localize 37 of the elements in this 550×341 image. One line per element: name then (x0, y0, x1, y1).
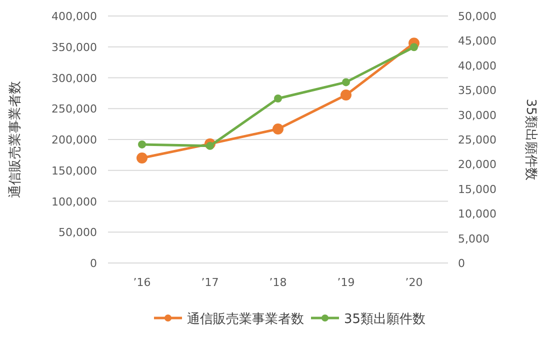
x-tick-label: ’17 (201, 276, 219, 289)
point (206, 142, 214, 150)
point (410, 43, 418, 52)
point (136, 152, 148, 164)
y-tick-label: 350,000 (52, 40, 97, 54)
x-tick-label: ’18 (269, 276, 287, 289)
y-tick-label: 400,000 (52, 10, 97, 23)
x-tick-label: ’16 (133, 276, 151, 289)
y2-tick-label: 35,000 (458, 84, 496, 98)
point (138, 140, 146, 148)
y2-tick-label: 45,000 (458, 34, 496, 48)
legend-label: 通信販売業事業者数 (187, 312, 304, 327)
y-tick-label: 250,000 (52, 102, 97, 116)
y2-axis-title: 35類出願件数 (523, 98, 538, 180)
y2-tick-label: 10,000 (458, 208, 496, 221)
point (340, 90, 352, 101)
y-tick-label: 300,000 (52, 72, 97, 85)
point (342, 78, 350, 86)
y2-tick-label: 25,000 (458, 134, 496, 146)
x-tick-label: ’19 (337, 276, 355, 289)
y2-tick-label: 15,000 (458, 182, 496, 196)
legend-label: 35類出願件数 (344, 312, 426, 327)
y-tick-label: 100,000 (52, 195, 97, 208)
y2-tick-label: 40,000 (458, 59, 496, 72)
y-tick-label: 0 (90, 257, 97, 270)
point (274, 94, 282, 102)
y-tick-label: 150,000 (52, 164, 97, 178)
point (272, 124, 284, 135)
x-tick-label: ’20 (405, 276, 423, 289)
y2-tick-label: 20,000 (458, 158, 496, 172)
y-axis-title: 通信販売業事業者数 (8, 81, 23, 198)
y2-tick-label: 0 (458, 257, 465, 270)
y2-tick-label: 30,000 (458, 108, 496, 122)
y2-tick-label: 50,000 (458, 10, 496, 23)
y2-tick-label: 5,000 (458, 232, 490, 246)
y-tick-label: 50,000 (58, 226, 97, 240)
y-tick-label: 200,000 (52, 134, 97, 146)
